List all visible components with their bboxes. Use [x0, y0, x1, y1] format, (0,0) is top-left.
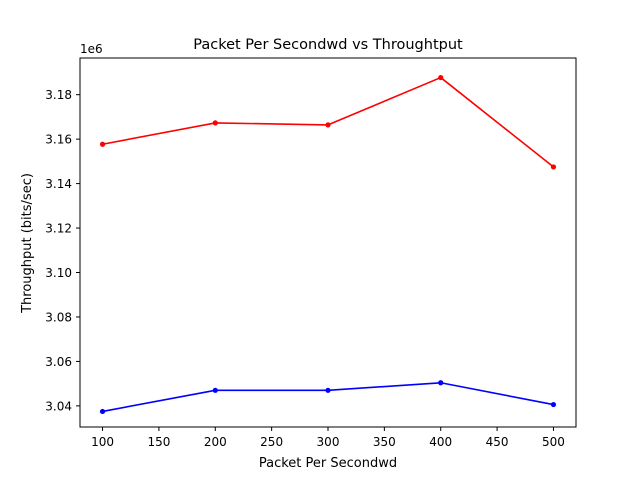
y-tick-label: 3.14 [45, 177, 72, 191]
y-tick-label: 3.06 [45, 355, 72, 369]
series-1 [99, 74, 557, 170]
series-line [102, 381, 554, 413]
chart-title: Packet Per Secondwd vs Throughtput [193, 37, 463, 53]
series-line [102, 76, 554, 168]
series-2 [99, 380, 557, 415]
data-point [99, 408, 106, 415]
x-tick-label: 150 [147, 435, 170, 449]
data-point [550, 164, 557, 170]
data-point [550, 401, 557, 408]
y-axis-label: Throughput (bits/sec) [20, 173, 35, 314]
x-tick-label: 100 [91, 435, 114, 449]
data-point [99, 141, 106, 147]
x-tick-label: 350 [373, 435, 396, 449]
plot-frame [79, 57, 577, 428]
x-tick-label: 200 [204, 435, 227, 449]
x-axis-label: Packet Per Secondwd [259, 456, 397, 471]
data-point [325, 122, 331, 128]
x-tick-label: 300 [317, 435, 340, 449]
x-tick-label: 400 [429, 435, 452, 449]
y-tick-label: 3.08 [45, 310, 72, 324]
y-offset-label: 1e6 [80, 42, 103, 56]
y-tick-label: 3.04 [45, 399, 72, 413]
data-point [212, 387, 218, 393]
data-point [438, 74, 444, 81]
data-point [212, 120, 218, 126]
y-tick-label: 3.18 [45, 88, 72, 102]
x-tick-label: 450 [486, 435, 509, 449]
y-tick-label: 3.10 [45, 266, 72, 280]
y-tick-label: 3.16 [45, 133, 72, 147]
x-tick-label: 500 [542, 435, 565, 449]
data-point [438, 380, 444, 386]
y-tick-label: 3.12 [45, 222, 72, 236]
x-tick-label: 250 [260, 435, 283, 449]
data-point [325, 387, 331, 393]
